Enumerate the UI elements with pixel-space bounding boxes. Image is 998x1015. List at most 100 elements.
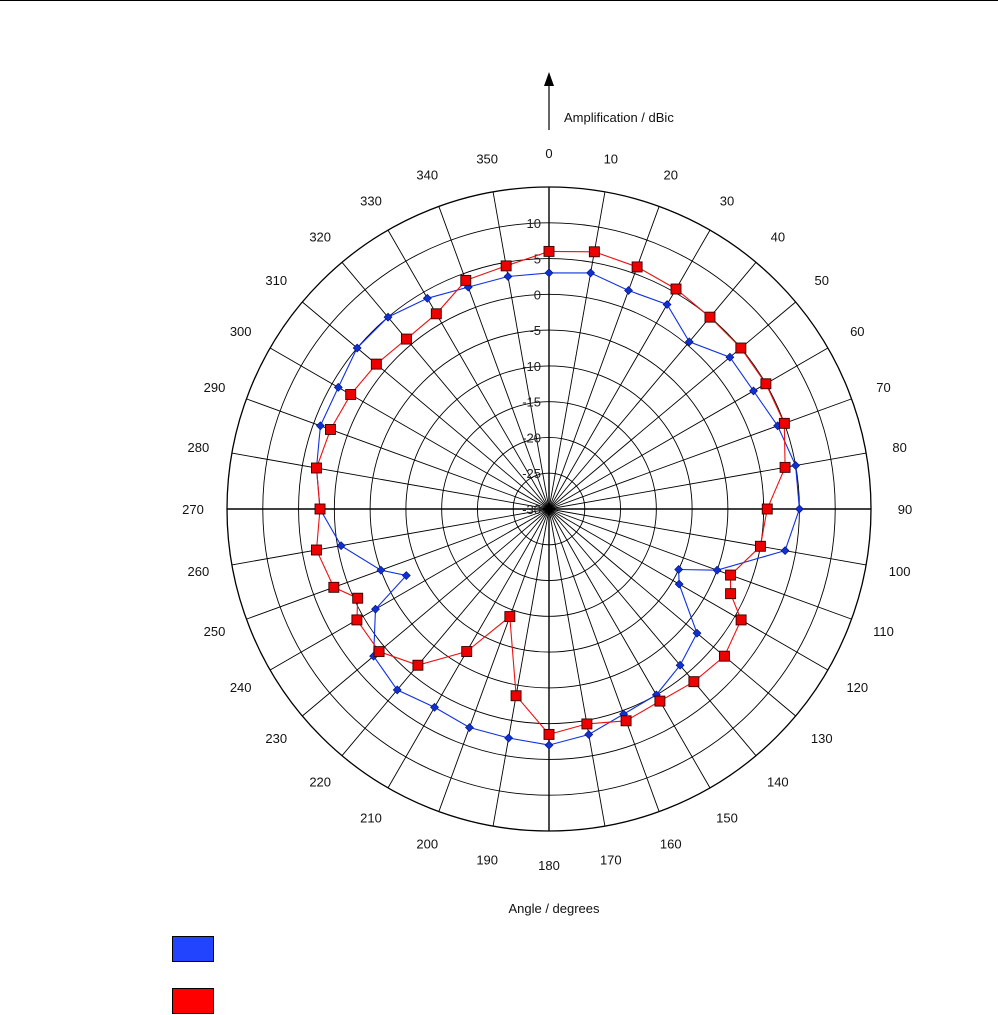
grid-spoke [438, 206, 550, 510]
data-point-diamond [333, 382, 343, 392]
data-point-diamond [584, 730, 594, 739]
data-point-square [631, 261, 643, 273]
angle-tick-label: 260 [188, 564, 210, 579]
angle-tick-label: 340 [416, 167, 438, 182]
data-point-square [314, 503, 326, 515]
data-point-diamond [504, 733, 514, 743]
radial-tick-label: 10 [527, 216, 541, 231]
data-point-diamond [383, 312, 393, 322]
angle-tick-label: 210 [360, 810, 382, 825]
angle-tick-label: 310 [265, 273, 287, 288]
data-point-square [670, 283, 682, 295]
grid-spoke [387, 229, 550, 510]
data-point-square [688, 676, 700, 688]
angle-tick-labels: 0 102030405060708090100110120130140150160… [182, 146, 912, 873]
radial-axis: Amplification / dBic [544, 72, 674, 130]
angle-tick-label: 100 [889, 564, 911, 579]
data-point-square [504, 611, 516, 623]
angle-tick-label: 350 [476, 151, 498, 166]
data-point-diamond [749, 386, 758, 396]
grid-spoke [246, 398, 550, 510]
data-point-square [588, 246, 600, 258]
radial-tick-label: -15 [522, 395, 541, 410]
angle-tick-label: 180 [538, 858, 560, 873]
grid-spoke [548, 508, 867, 566]
angle-tick-label: 20 [664, 167, 678, 182]
data-point-square [352, 592, 364, 604]
radial-tick-label: 0 [534, 287, 541, 302]
angle-tick-label: 80 [892, 440, 906, 455]
radial-tick-labels: -30 -25 -20 -15 -10 -5 0 5 10 [522, 216, 541, 517]
angle-tick-label: 230 [265, 731, 287, 746]
angle-tick-label: 0 [545, 146, 552, 161]
data-point-square [735, 342, 747, 354]
data-point-diamond [352, 343, 362, 353]
angle-tick-label: 300 [230, 324, 252, 339]
data-point-square [461, 646, 473, 657]
data-point-square [725, 569, 736, 581]
angle-tick-label: 190 [476, 853, 498, 868]
data-point-square [754, 540, 766, 552]
radial-tick-label: -10 [522, 359, 541, 374]
data-point-diamond [376, 565, 386, 575]
data-point-square [460, 274, 472, 286]
angle-tick-label: 30 [720, 194, 734, 209]
angle-tick-label: 40 [771, 229, 785, 244]
grid-spoke [548, 229, 711, 510]
angle-tick-label: 200 [416, 837, 438, 852]
angle-tick-label: 250 [204, 624, 226, 639]
data-point-diamond [675, 660, 685, 670]
data-point-square [373, 646, 385, 658]
radial-tick-label: -30 [522, 502, 541, 517]
angle-tick-label: 120 [846, 680, 868, 695]
radial-axis-arrow-icon [544, 72, 554, 86]
data-point-diamond [430, 702, 439, 712]
data-point-square [620, 715, 632, 727]
grid-spoke [302, 508, 550, 717]
angle-tick-label: 330 [360, 194, 382, 209]
data-point-diamond [692, 628, 702, 638]
data-point-diamond [674, 579, 684, 589]
grid-spoke [231, 508, 550, 566]
data-point-diamond [544, 740, 554, 750]
data-point-diamond [401, 571, 411, 580]
grid-spoke [341, 508, 550, 756]
data-point-square [325, 424, 336, 435]
series-line-1 [315, 250, 786, 736]
data-point-square [510, 690, 522, 702]
angle-tick-label: 70 [876, 380, 890, 395]
grid-spoke [438, 508, 550, 812]
angle-tick-label: 290 [204, 380, 226, 395]
grid-spoke [548, 191, 606, 510]
grid-spoke [548, 508, 757, 756]
data-point-diamond [684, 337, 694, 347]
data-point-square [654, 695, 666, 707]
radial-tick-label: -25 [522, 466, 541, 481]
angle-tick-label: 150 [716, 810, 738, 825]
angle-tick-label: 90 [898, 502, 912, 517]
data-point-square [370, 358, 382, 370]
radial-tick-label: -5 [529, 323, 541, 338]
data-point-diamond [371, 604, 380, 614]
angle-tick-label: 320 [309, 229, 331, 244]
grid-spoke [548, 452, 867, 510]
grid-spoke [269, 347, 550, 510]
data-point-diamond [791, 461, 801, 470]
angular-axis-label: Angle / degrees [508, 901, 600, 916]
angle-tick-label: 220 [309, 775, 331, 790]
angle-tick-label: 60 [850, 324, 864, 339]
radial-tick-label: -20 [522, 430, 541, 445]
data-point-diamond [392, 685, 402, 695]
grid-spoke [548, 398, 852, 510]
data-point-diamond [336, 541, 346, 551]
angle-tick-label: 110 [873, 624, 894, 639]
grid-spoke [548, 508, 796, 717]
data-point-diamond [422, 293, 432, 303]
grid-spoke [231, 452, 550, 510]
data-point-diamond [544, 268, 554, 278]
data-point-square [500, 260, 512, 272]
angle-tick-label: 10 [604, 151, 618, 166]
radial-tick-label: 5 [534, 252, 541, 267]
grid-spoke [548, 262, 757, 510]
